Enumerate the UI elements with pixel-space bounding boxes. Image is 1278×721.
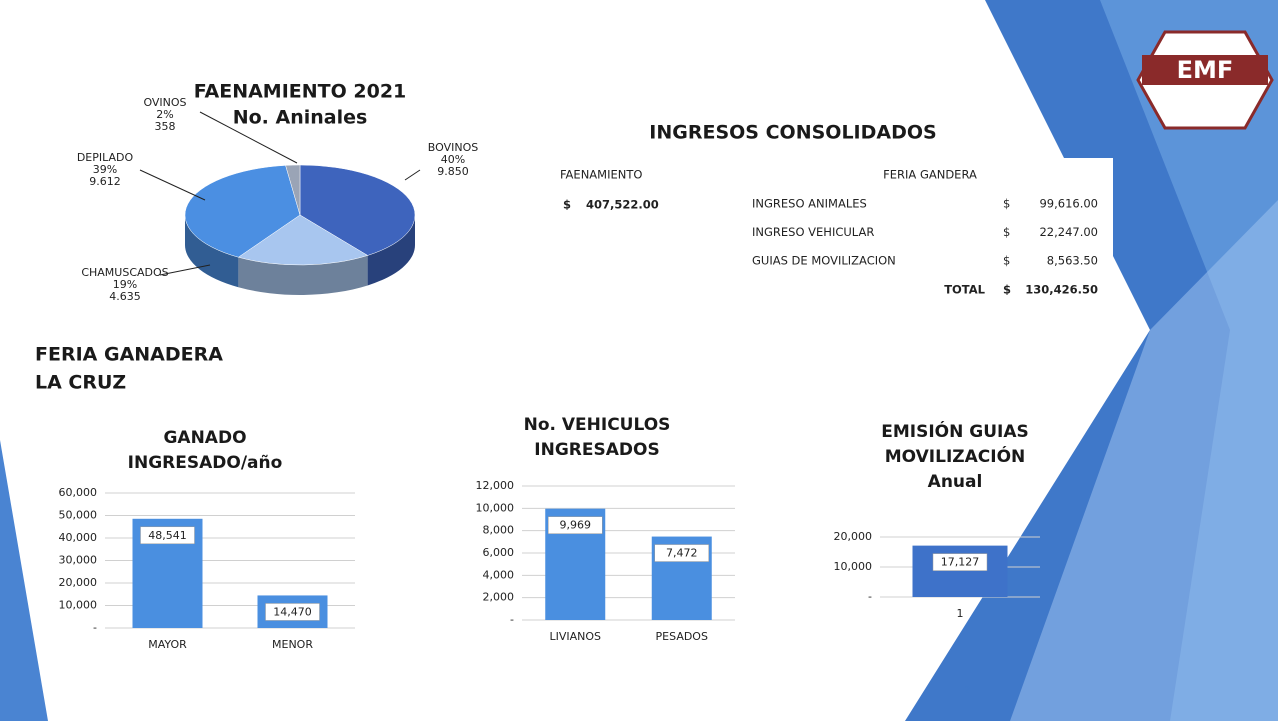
table-box (545, 158, 1113, 298)
table-header: FAENAMIENTO (560, 168, 642, 182)
pie-count: 9.850 (437, 165, 469, 178)
pie-label: CHAMUSCADOS (81, 266, 168, 279)
y-tick-label: 50,000 (59, 509, 98, 522)
y-tick-label: - (93, 621, 97, 634)
pie-count: 9.612 (89, 175, 121, 188)
y-tick-label: 60,000 (59, 486, 98, 499)
section-title: LA CRUZ (35, 372, 126, 394)
amount: 22,247.00 (1039, 225, 1098, 239)
amount: 99,616.00 (1039, 197, 1098, 211)
value-label: 9,969 (560, 519, 592, 532)
table-title: INGRESOS CONSOLIDADOS (649, 122, 936, 144)
y-tick-label: 6,000 (483, 546, 515, 559)
pie-slice (184, 165, 301, 258)
y-tick-label: 10,000 (834, 560, 873, 573)
pie-label: BOVINOS (428, 141, 478, 154)
y-tick-label: - (868, 590, 872, 603)
pie-slice (299, 164, 416, 256)
x-tick-label: 1 (957, 607, 964, 620)
pie-side (367, 215, 415, 286)
x-tick-label: MAYOR (148, 638, 187, 651)
chart-title: EMISIÓN GUIAS (881, 420, 1029, 442)
currency: $ (1003, 225, 1010, 239)
value-label-box (265, 603, 320, 621)
pie-slice (237, 214, 369, 266)
pie-side (185, 215, 239, 288)
x-tick-label: LIVIANOS (549, 630, 601, 643)
y-tick-label: 30,000 (59, 554, 98, 567)
decor-shape (1010, 200, 1278, 721)
value-label: 14,470 (273, 605, 312, 618)
y-tick-label: 20,000 (834, 530, 873, 543)
y-tick-label: 12,000 (476, 479, 515, 492)
y-tick-label: 10,000 (476, 501, 515, 514)
row-label: GUIAS DE MOVILIZACION (752, 254, 896, 268)
leader-line (199, 111, 298, 164)
y-tick-label: 40,000 (59, 531, 98, 544)
row-label: INGRESO ANIMALES (752, 197, 867, 211)
pie-slice (285, 164, 301, 216)
chart-title: GANADO (163, 428, 246, 448)
y-tick-label: 4,000 (483, 568, 515, 581)
value-label: 48,541 (148, 529, 187, 542)
value-label-box (140, 526, 195, 545)
pie-count: 358 (155, 120, 176, 133)
decor-shape (0, 440, 48, 721)
value-label-box (654, 544, 709, 562)
chart-title: MOVILIZACIÓN (885, 445, 1026, 467)
pie-label: OVINOS (143, 96, 186, 109)
page-number: 2 (964, 685, 970, 696)
pie-subtitle: No. Aninales (233, 107, 368, 129)
currency: $ (1003, 254, 1010, 268)
chart-title: INGRESADO/año (128, 453, 283, 473)
section-title: FERIA GANADERA (35, 344, 223, 366)
leader-line (139, 169, 206, 201)
amount: 8,563.50 (1047, 254, 1098, 268)
chart-title: No. VEHICULOS (524, 415, 671, 435)
value-label: 7,472 (666, 547, 698, 560)
y-tick-label: 10,000 (59, 599, 98, 612)
y-tick-label: 2,000 (483, 591, 515, 604)
logo-text: EMF (1177, 56, 1234, 84)
pie-title: FAENAMIENTO 2021 (194, 81, 407, 103)
logo-band (1142, 55, 1268, 85)
chart-title: Anual (928, 472, 983, 492)
leader-line (404, 169, 421, 181)
pie-label: DEPILADO (77, 151, 134, 164)
value-label-box (932, 553, 988, 571)
pie-percent: 39% (93, 163, 117, 176)
pie-percent: 19% (113, 278, 137, 291)
pie-percent: 2% (156, 108, 173, 121)
currency: $ (563, 198, 571, 212)
currency: $ (1003, 283, 1011, 297)
table-header: FERIA GANDERA (883, 168, 977, 182)
value-label-box (548, 516, 603, 534)
value-label: 17,127 (941, 556, 980, 569)
currency: $ (1003, 197, 1010, 211)
y-tick-label: 20,000 (59, 576, 98, 589)
amount: 407,522.00 (586, 198, 659, 212)
bar (912, 545, 1008, 597)
y-tick-label: - (510, 613, 514, 626)
chart-title: INGRESADOS (534, 440, 659, 460)
leader-line (159, 264, 211, 276)
total: 130,426.50 (1025, 283, 1098, 297)
row-label: INGRESO VEHICULAR (752, 225, 874, 239)
pie-side (238, 255, 368, 295)
pie-percent: 40% (441, 153, 465, 166)
total-label: TOTAL (944, 283, 985, 297)
x-tick-label: PESADOS (656, 630, 708, 643)
x-tick-label: MENOR (272, 638, 313, 651)
y-tick-label: 8,000 (483, 524, 515, 537)
pie-count: 4.635 (109, 290, 141, 303)
